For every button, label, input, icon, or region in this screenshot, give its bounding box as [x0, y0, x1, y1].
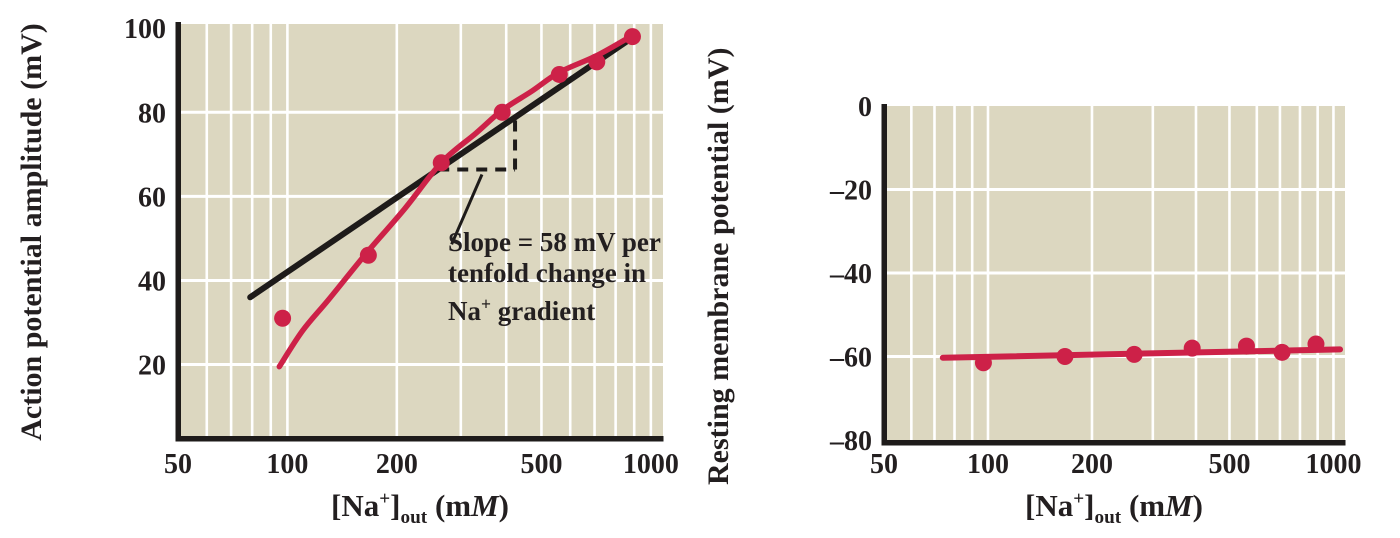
x-axis-title-right: [Na+]out (mM)	[964, 488, 1264, 529]
data-points	[974, 335, 1325, 372]
data-point	[588, 53, 606, 71]
slope-annotation-line2: tenfold change in	[448, 258, 647, 288]
xlabel-text: )	[1192, 488, 1203, 523]
data-point	[1237, 337, 1255, 355]
data-point	[1125, 345, 1143, 363]
y-tick-label: 60	[138, 182, 166, 213]
y-title-line1: Action potential	[15, 234, 48, 441]
x-tick-label: 50	[164, 449, 192, 480]
y-axis-line	[175, 22, 181, 442]
y-tick-labels: 0 –20 –40 –60 –80	[829, 92, 872, 457]
data-point	[1307, 335, 1325, 353]
xlabel-text: ]	[390, 488, 401, 523]
slope-annotation-line3: Na+ gradient	[448, 289, 698, 327]
y-tick-labels: 100 80 60 40 20	[124, 14, 166, 381]
data-point	[1056, 348, 1074, 365]
x-axis-line	[881, 440, 1346, 446]
y-tick-label: 0	[858, 92, 872, 123]
xlabel-text: (m	[427, 488, 472, 523]
y-tick-label: –20	[829, 176, 872, 207]
xlabel-italic-m: M	[1165, 488, 1193, 523]
x-tick-label: 100	[967, 449, 1009, 480]
x-tick-label: 500	[520, 449, 562, 480]
y-axis-line	[881, 104, 887, 446]
action-potential-chart: 100 80 60 40 20 50 100 200 500 1000	[124, 14, 679, 480]
y-title-line2: amplitude (mV)	[15, 23, 48, 228]
y-tick-label: 80	[138, 98, 166, 129]
y-tick-label: 20	[138, 351, 166, 382]
slope-annotation-plus: +	[481, 294, 491, 314]
x-axis-line	[175, 436, 664, 442]
xlabel-text: (m	[1121, 488, 1166, 523]
data-point	[550, 65, 568, 83]
xlabel-subscript: out	[400, 507, 428, 529]
annotation-pointer-line	[450, 173, 484, 245]
xlabel-superscript: +	[379, 488, 391, 510]
x-tick-label: 200	[1071, 449, 1113, 480]
data-points	[274, 28, 641, 327]
xlabel-text: [Na	[1025, 488, 1074, 523]
data-point	[623, 28, 641, 46]
slope-triangle	[438, 117, 518, 172]
x-tick-labels: 50 100 200 500 1000	[870, 449, 1361, 480]
data-point	[1183, 339, 1201, 357]
data-point	[432, 154, 450, 172]
y-title-line1: Resting membrane	[702, 242, 735, 485]
y-gridlines	[180, 110, 663, 367]
x-tick-label: 200	[376, 449, 418, 480]
x-axis-title-left: [Na+]out (mM)	[270, 488, 570, 529]
slope-annotation-na: Na	[448, 296, 481, 326]
y-tick-label: 40	[138, 266, 166, 297]
slope-annotation: Slope = 58 mV per tenfold change in Na+ …	[448, 227, 698, 327]
y-tick-label: –60	[829, 343, 872, 374]
xlabel-text: [Na	[331, 488, 380, 523]
y-tick-label: 100	[124, 14, 166, 45]
xlabel-italic-m: M	[471, 488, 499, 523]
slope-annotation-line1: Slope = 58 mV per	[448, 227, 661, 257]
plot-area	[180, 24, 663, 436]
x-tick-label: 1000	[1305, 449, 1361, 480]
x-tick-label: 100	[266, 449, 308, 480]
x-gridlines	[205, 24, 653, 436]
x-tick-label: 500	[1208, 449, 1250, 480]
x-tick-label: 50	[870, 449, 898, 480]
y-tick-label: –40	[829, 259, 872, 290]
y-tick-label: –80	[829, 426, 872, 457]
xlabel-superscript: +	[1073, 488, 1085, 510]
xlabel-text: ]	[1084, 488, 1095, 523]
data-point	[974, 354, 992, 372]
slope-annotation-gradient: gradient	[491, 296, 596, 326]
y-axis-title-resting-potential: Resting membrane potential (mV)	[702, 48, 768, 485]
x-tick-label: 1000	[623, 449, 679, 480]
xlabel-text: )	[498, 488, 509, 523]
data-point	[274, 309, 292, 327]
data-point	[359, 246, 377, 264]
xlabel-subscript: out	[1094, 507, 1122, 529]
y-title-line2: potential (mV)	[702, 47, 735, 236]
data-point	[493, 103, 511, 121]
data-point	[1273, 343, 1291, 361]
y-axis-title-action-potential: Action potential amplitude (mV)	[15, 22, 81, 442]
x-tick-labels: 50 100 200 500 1000	[164, 449, 679, 480]
